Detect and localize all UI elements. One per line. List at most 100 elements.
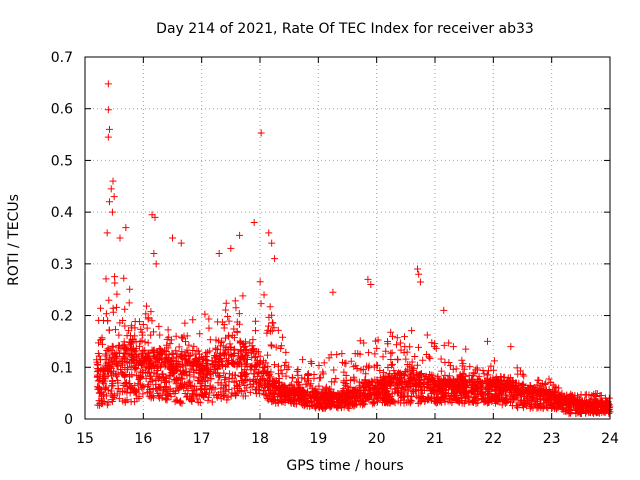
y-tick-label: 0.7 <box>51 50 73 66</box>
data-point <box>158 347 166 355</box>
data-point <box>445 339 453 347</box>
data-point <box>330 366 338 374</box>
data-point <box>217 388 225 396</box>
data-point <box>390 367 398 375</box>
x-axis-label: GPS time / hours <box>286 458 403 474</box>
data-point <box>266 303 274 311</box>
data-point <box>308 398 316 406</box>
data-point <box>203 369 211 377</box>
data-point <box>319 385 327 393</box>
data-point <box>388 397 396 405</box>
data-point <box>516 389 524 397</box>
data-point <box>207 374 215 382</box>
data-point <box>198 391 206 399</box>
data-point <box>250 345 258 353</box>
data-point <box>321 403 329 411</box>
data-point <box>123 396 131 404</box>
data-point <box>519 380 527 388</box>
data-point <box>320 359 328 367</box>
data-point-peak <box>150 250 158 258</box>
data-point <box>200 366 208 374</box>
data-point <box>524 389 532 397</box>
data-point <box>119 381 127 389</box>
data-point <box>489 377 497 385</box>
data-point <box>541 380 549 388</box>
data-point <box>100 392 108 400</box>
data-point <box>406 343 414 351</box>
data-point <box>247 366 255 374</box>
data-point <box>356 337 364 345</box>
data-point <box>246 388 254 396</box>
data-point <box>391 370 399 378</box>
data-point <box>428 339 436 347</box>
data-point <box>299 390 307 398</box>
data-point <box>185 341 193 349</box>
data-point <box>109 394 117 402</box>
data-point <box>196 330 204 338</box>
data-point <box>374 336 382 344</box>
data-point <box>547 400 555 408</box>
data-point <box>392 385 400 393</box>
data-point <box>235 380 243 388</box>
data-point <box>415 343 423 351</box>
data-point <box>230 378 238 386</box>
data-point <box>286 388 294 396</box>
data-point <box>304 372 312 380</box>
data-point-peak <box>250 218 258 226</box>
data-point <box>115 331 123 339</box>
data-point <box>269 319 277 327</box>
data-point <box>254 368 262 376</box>
data-point <box>263 391 271 399</box>
data-point <box>514 370 522 378</box>
data-point <box>201 310 209 318</box>
data-point <box>536 402 544 410</box>
data-point <box>317 374 325 382</box>
data-point <box>425 378 433 386</box>
data-point <box>163 390 171 398</box>
data-point <box>409 389 417 397</box>
data-point-peak <box>415 270 423 278</box>
data-point <box>181 381 189 389</box>
data-point <box>166 364 174 372</box>
data-point <box>550 387 558 395</box>
data-point <box>413 361 421 369</box>
data-point <box>265 377 273 385</box>
data-point <box>488 395 496 403</box>
data-point <box>274 326 282 334</box>
data-point <box>146 387 154 395</box>
data-point <box>222 306 230 314</box>
data-point <box>98 378 106 386</box>
data-point <box>215 373 223 381</box>
data-point-peak <box>106 198 113 206</box>
x-tick-label: 18 <box>251 431 269 447</box>
data-point <box>182 393 190 401</box>
data-point <box>177 383 185 391</box>
data-point <box>230 334 238 342</box>
data-point <box>267 341 275 349</box>
data-point <box>227 350 235 358</box>
data-point <box>490 366 498 374</box>
data-point <box>388 360 396 368</box>
data-point <box>228 352 236 360</box>
data-point <box>484 371 492 379</box>
data-point <box>177 379 185 387</box>
data-point <box>146 389 154 397</box>
y-tick-label: 0.6 <box>51 102 73 118</box>
data-point-peak <box>236 231 244 239</box>
data-point <box>204 396 212 404</box>
data-point <box>163 335 171 343</box>
y-tick-label: 0 <box>64 412 73 428</box>
data-point <box>106 362 114 370</box>
data-point <box>196 380 204 388</box>
data-point <box>365 396 373 404</box>
data-point <box>164 326 172 334</box>
y-tick-label: 0.4 <box>51 205 73 221</box>
data-point <box>445 359 453 367</box>
data-point <box>111 279 119 287</box>
data-point <box>105 346 113 354</box>
x-tick-label: 22 <box>484 431 502 447</box>
data-point <box>187 360 195 368</box>
data-point <box>595 409 603 417</box>
data-point <box>171 390 179 398</box>
data-point <box>521 399 529 407</box>
